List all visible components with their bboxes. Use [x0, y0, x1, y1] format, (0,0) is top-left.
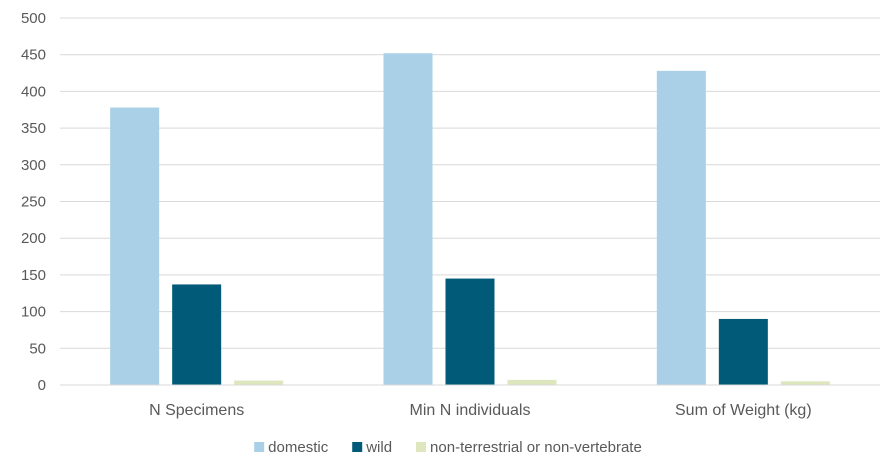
x-category-label: Sum of Weight (kg): [675, 402, 812, 419]
legend-swatch: [416, 442, 427, 452]
x-category-label: N Specimens: [149, 402, 244, 419]
y-tick-label: 400: [21, 83, 46, 100]
y-tick-label: 500: [21, 10, 46, 27]
bar-non-terrestrial-or-non-vertebrate-2: [507, 379, 557, 385]
y-tick-label: 150: [21, 267, 46, 284]
bar-non-terrestrial-or-non-vertebrate-1: [234, 380, 284, 385]
legend-item: domestic: [254, 439, 329, 456]
bar-domestic-1: [110, 107, 160, 385]
bar-domestic-3: [656, 70, 706, 386]
y-tick-label: 300: [21, 157, 46, 174]
y-tick-label: 350: [21, 120, 46, 137]
legend-swatch: [254, 442, 265, 452]
bar-domestic-2: [383, 53, 433, 386]
bar-wild-2: [445, 278, 495, 385]
bar-non-terrestrial-or-non-vertebrate-3: [780, 381, 830, 385]
y-tick-label: 0: [38, 377, 46, 394]
legend-item: wild: [352, 439, 392, 456]
legend-label: domestic: [268, 439, 329, 456]
bar-wild-3: [718, 318, 768, 385]
y-tick-label: 250: [21, 194, 46, 211]
y-tick-label: 100: [21, 304, 46, 321]
bar-wild-1: [172, 284, 222, 385]
legend-swatch: [352, 442, 363, 452]
y-axis-tick-labels: 0 50 100 150 200 250 300 350 400 450 500: [21, 10, 46, 394]
x-axis-category-labels: N Specimens Min N individuals Sum of Weigh…: [149, 402, 812, 419]
legend: domestic wild non-terrestrial or non-verte…: [254, 439, 642, 456]
legend-label: non-terrestrial or non-vertebrate: [430, 439, 642, 456]
y-tick-label: 50: [29, 340, 46, 357]
x-category-label: Min N individuals: [410, 402, 531, 419]
bars: [110, 53, 830, 386]
y-tick-label: 450: [21, 47, 46, 64]
legend-item: non-terrestrial or non-vertebrate: [416, 439, 642, 456]
y-tick-label: 200: [21, 230, 46, 247]
legend-label: wild: [365, 439, 392, 456]
